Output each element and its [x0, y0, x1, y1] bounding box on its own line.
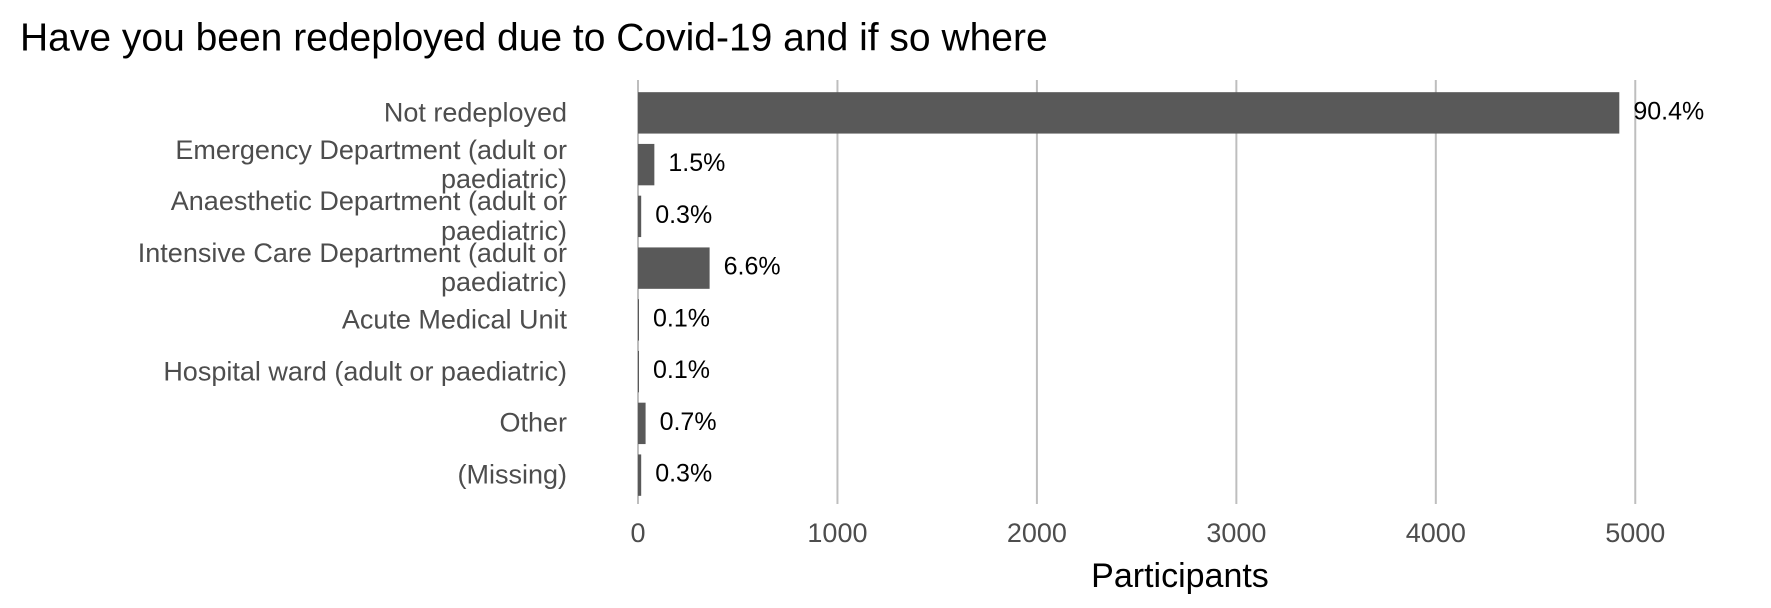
y-tick-label: Anaesthetic Department (adult or paediat…	[170, 186, 567, 246]
bar	[638, 454, 642, 496]
bar	[638, 402, 646, 445]
y-tick-label: Hospital ward (adult or paediatric)	[163, 356, 567, 387]
value-label: 0.7%	[660, 408, 717, 436]
value-label: 0.3%	[655, 201, 712, 229]
bar	[638, 299, 639, 341]
bar	[638, 195, 642, 238]
bar	[638, 247, 710, 289]
value-label: 0.1%	[653, 304, 710, 332]
y-tick-label: Other	[499, 407, 567, 438]
value-label: 1.5%	[668, 149, 725, 177]
value-label: 6.6%	[724, 253, 781, 281]
x-tick-label: 3000	[1206, 518, 1266, 548]
x-tick-label: 1000	[807, 518, 867, 548]
x-tick-label: 2000	[1007, 518, 1067, 548]
chart-title: Have you been redeployed due to Covid-19…	[20, 16, 1048, 59]
x-axis-title: Participants	[1091, 557, 1269, 595]
y-tick-label: Intensive Care Department (adult or paed…	[137, 237, 567, 298]
y-tick-label: Emergency Department (adult or paediatri…	[175, 134, 567, 194]
y-tick-label: (Missing)	[457, 459, 567, 490]
bar	[638, 350, 639, 393]
value-label: 90.4%	[1633, 97, 1704, 125]
x-tick-label: 5000	[1605, 518, 1665, 548]
bar	[638, 143, 655, 186]
y-tick-label: Acute Medical Unit	[341, 304, 567, 335]
value-label: 0.1%	[653, 356, 710, 384]
y-tick-label: Not redeployed	[383, 97, 567, 128]
bar	[638, 92, 1620, 134]
x-tick-label: 0	[630, 518, 645, 548]
x-tick-label: 4000	[1406, 518, 1466, 548]
value-label: 0.3%	[655, 460, 712, 488]
